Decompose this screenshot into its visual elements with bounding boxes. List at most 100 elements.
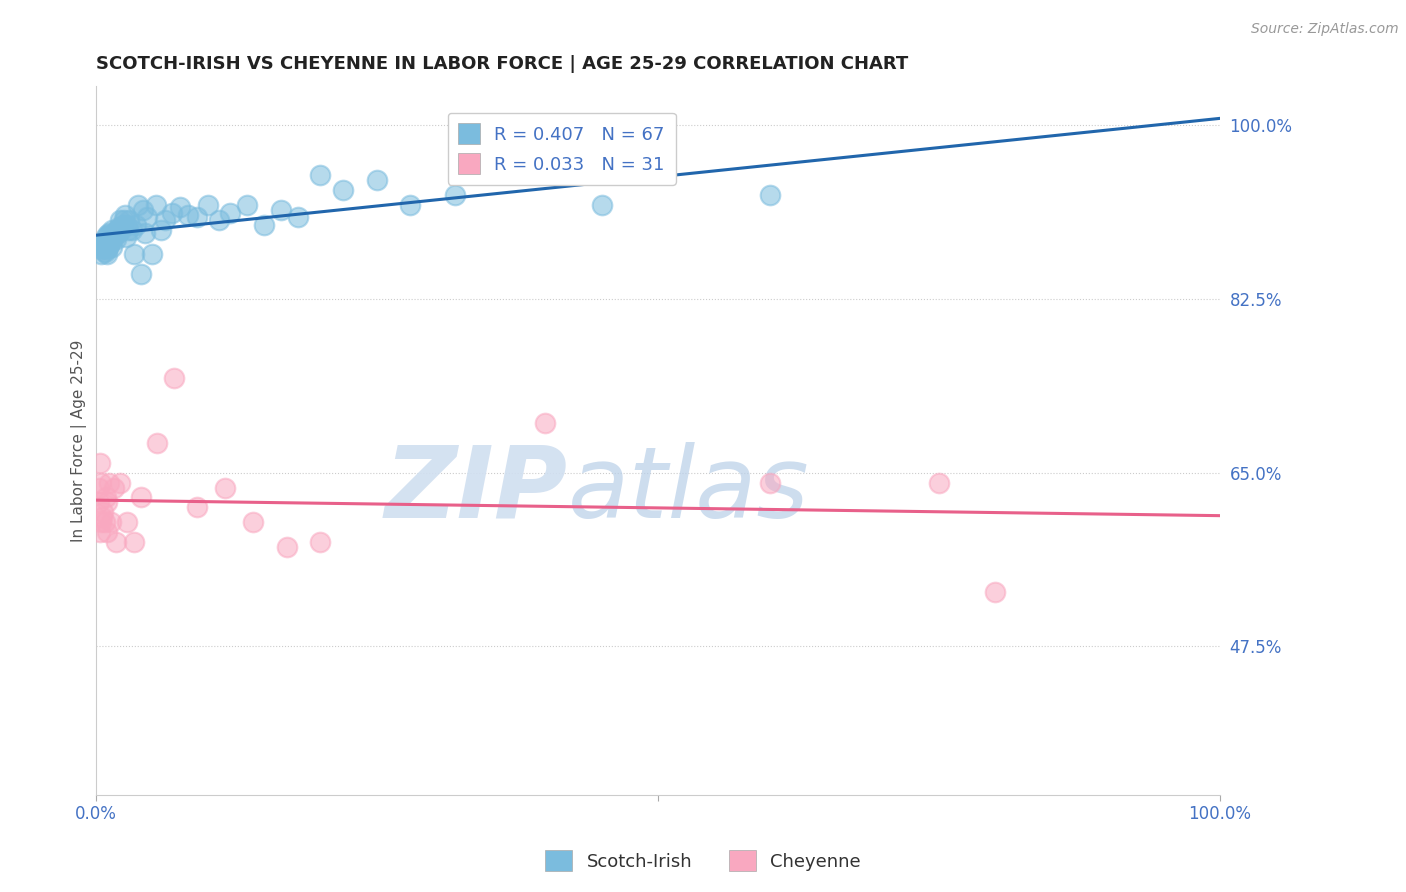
Point [94,242,117,256]
Point [186,500,208,515]
Point [122,535,145,549]
Point [928,475,950,490]
Point [132,202,155,217]
Point [93,239,115,253]
Point [97,233,120,247]
Point [93,516,115,530]
Point [101,222,124,236]
Point [197,198,219,212]
Point [90,243,112,257]
Point [287,210,309,224]
Point [160,206,183,220]
Point [145,198,167,212]
Point [309,535,332,549]
Point [98,475,121,490]
Point [93,505,115,519]
Point [96,243,118,257]
Point [98,227,121,242]
Point [105,222,128,236]
Point [90,247,112,261]
Point [108,219,131,234]
Point [93,235,115,250]
Point [177,208,200,222]
Point [122,247,145,261]
Point [90,475,112,490]
Point [107,226,129,240]
Point [136,210,159,224]
Point [219,206,242,220]
Point [253,218,276,232]
Point [115,218,138,232]
Point [104,231,127,245]
Point [276,540,298,554]
Point [94,229,117,244]
Point [103,481,125,495]
Point [110,212,132,227]
Point [984,584,1007,599]
Point [104,226,127,240]
Point [97,239,120,253]
Point [242,516,264,530]
Point [98,235,121,250]
Point [534,416,557,430]
Point [90,516,112,530]
Point [114,208,136,222]
Point [146,436,169,450]
Point [98,226,121,240]
Point [118,212,141,227]
Point [134,226,156,240]
Point [125,218,148,232]
Point [96,525,118,540]
Point [111,218,134,232]
Point [98,237,121,252]
Point [236,198,259,212]
Point [89,456,111,470]
Point [104,535,127,549]
Point [96,495,118,509]
Point [169,200,191,214]
Text: SCOTCH-IRISH VS CHEYENNE IN LABOR FORCE | AGE 25-29 CORRELATION CHART: SCOTCH-IRISH VS CHEYENNE IN LABOR FORCE … [96,55,908,73]
Point [87,481,110,495]
Point [93,245,115,260]
Point [270,202,292,217]
Point [399,198,422,212]
Text: atlas: atlas [568,442,810,539]
Point [208,212,231,227]
Point [332,183,354,197]
Point [96,247,118,261]
Point [759,188,782,202]
Point [94,491,117,505]
Point [759,475,782,490]
Point [591,198,613,212]
Point [129,491,152,505]
Point [141,247,163,261]
Point [444,188,467,202]
Point [96,227,118,242]
Legend: R = 0.407   N = 67, R = 0.033   N = 31: R = 0.407 N = 67, R = 0.033 N = 31 [447,112,676,185]
Point [91,237,114,252]
Point [127,198,149,212]
Point [110,475,132,490]
Point [149,222,172,236]
Legend: Scotch-Irish, Cheyenne: Scotch-Irish, Cheyenne [538,843,868,879]
Point [129,267,152,281]
Y-axis label: In Labor Force | Age 25-29: In Labor Force | Age 25-29 [72,339,87,541]
Point [112,212,135,227]
Point [87,495,110,509]
Point [163,371,186,385]
Point [309,168,332,182]
Point [155,212,177,227]
Point [115,229,138,244]
Point [100,233,122,247]
Point [89,525,111,540]
Point [214,481,236,495]
Point [186,210,208,224]
Point [100,516,122,530]
Point [103,229,125,244]
Point [91,510,114,524]
Text: ZIP: ZIP [385,442,568,539]
Point [110,222,132,236]
Point [121,222,143,236]
Point [96,235,118,250]
Point [94,234,117,248]
